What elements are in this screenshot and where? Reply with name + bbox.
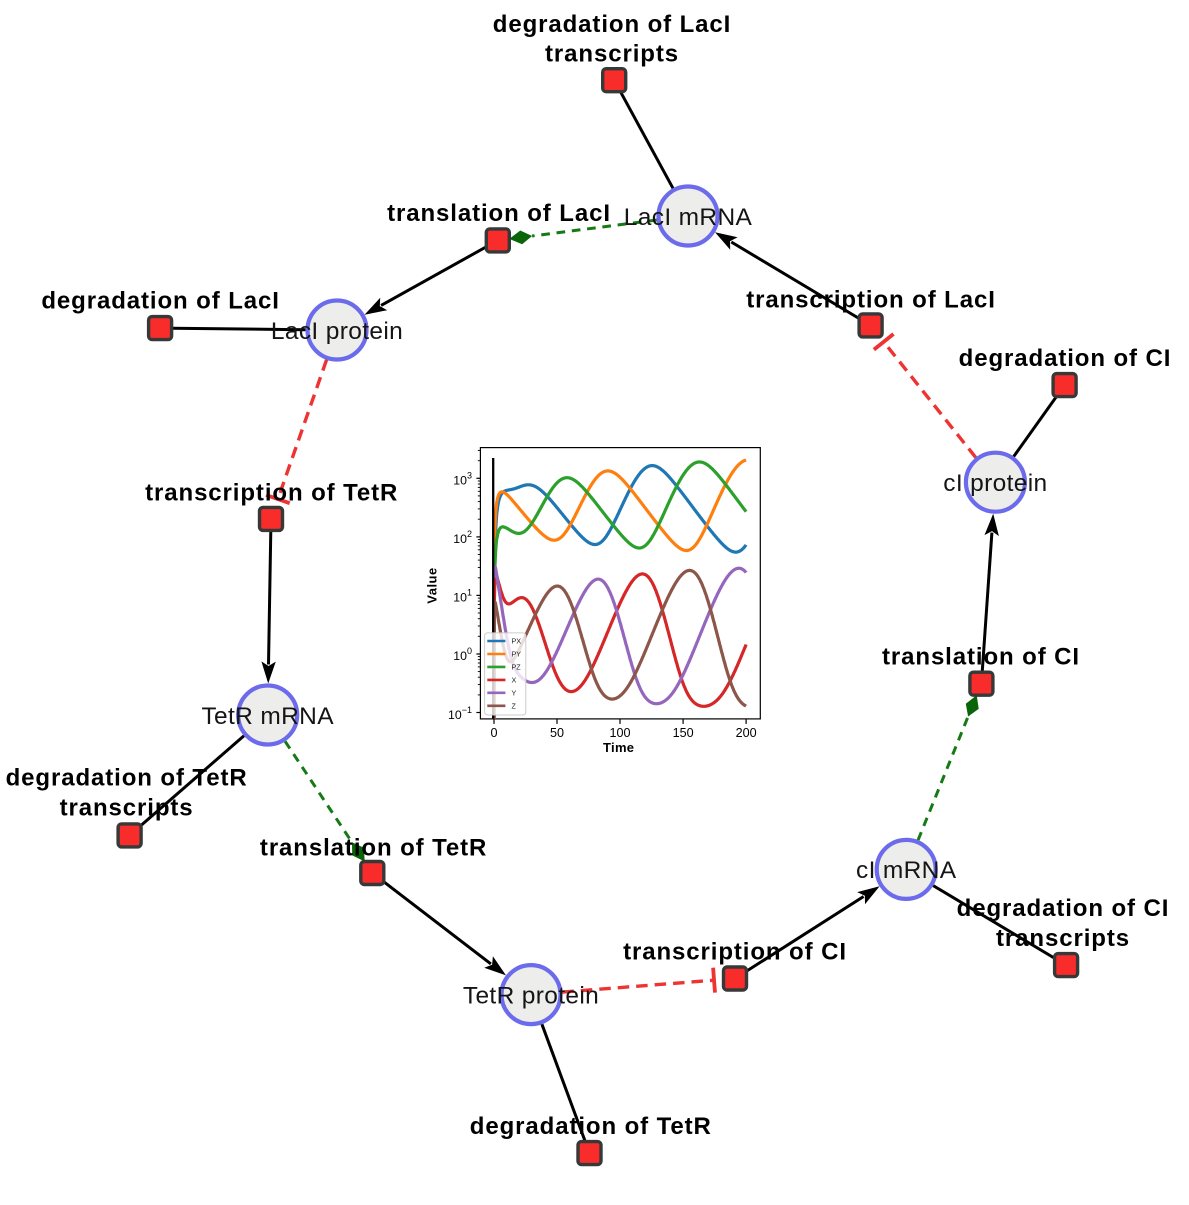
svg-text:Y: Y: [512, 688, 517, 697]
svg-text:cI mRNA: cI mRNA: [856, 857, 957, 884]
svg-text:transcripts: transcripts: [545, 41, 679, 68]
svg-text:transcripts: transcripts: [60, 794, 194, 821]
svg-text:degradation of CI: degradation of CI: [959, 345, 1172, 372]
svg-text:Z: Z: [512, 701, 517, 710]
svg-text:LacI mRNA: LacI mRNA: [624, 204, 753, 231]
svg-text:translation of CI: translation of CI: [882, 644, 1080, 671]
svg-text:PX: PX: [512, 637, 522, 646]
svg-text:200: 200: [736, 726, 757, 740]
svg-text:150: 150: [673, 726, 694, 740]
svg-text:degradation of TetR: degradation of TetR: [6, 765, 248, 792]
svg-text:LacI protein: LacI protein: [271, 318, 403, 345]
svg-text:degradation of TetR: degradation of TetR: [470, 1113, 712, 1140]
svg-text:Value: Value: [425, 567, 440, 603]
svg-text:transcription of TetR: transcription of TetR: [145, 480, 398, 507]
svg-text:100: 100: [609, 726, 630, 740]
svg-text:50: 50: [550, 726, 564, 740]
svg-text:transcription of CI: transcription of CI: [623, 938, 847, 965]
svg-text:Time: Time: [603, 740, 634, 755]
svg-text:translation of LacI: translation of LacI: [387, 200, 611, 227]
svg-text:X: X: [512, 676, 517, 685]
svg-text:0: 0: [490, 726, 497, 740]
svg-text:TetR mRNA: TetR mRNA: [201, 703, 334, 730]
svg-text:cI protein: cI protein: [943, 470, 1047, 497]
svg-text:PZ: PZ: [512, 663, 522, 672]
svg-text:degradation of LacI: degradation of LacI: [41, 287, 279, 314]
svg-text:degradation of LacI: degradation of LacI: [493, 11, 731, 38]
svg-text:translation of TetR: translation of TetR: [260, 834, 487, 861]
svg-text:PY: PY: [512, 650, 522, 659]
svg-text:transcription of LacI: transcription of LacI: [746, 286, 996, 313]
svg-text:transcripts: transcripts: [996, 925, 1130, 952]
svg-text:degradation of CI: degradation of CI: [957, 895, 1170, 922]
svg-text:TetR protein: TetR protein: [463, 982, 599, 1009]
